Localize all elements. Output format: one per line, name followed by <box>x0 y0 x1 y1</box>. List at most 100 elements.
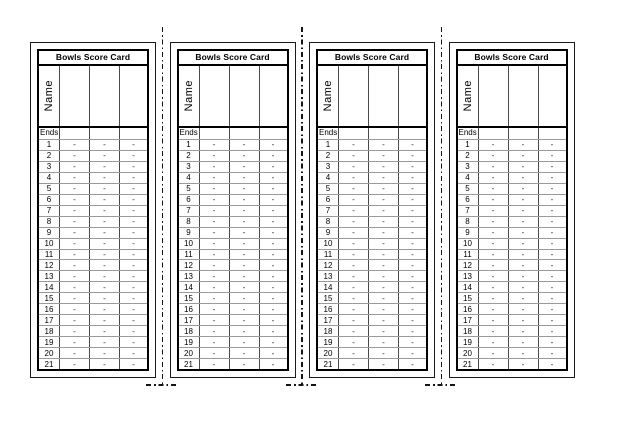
score-cell[interactable]: - <box>338 140 368 150</box>
score-cell[interactable]: - <box>119 227 147 238</box>
score-cell[interactable]: - <box>258 150 287 161</box>
score-cell[interactable]: - <box>338 348 368 359</box>
score-cell[interactable]: - <box>119 260 147 271</box>
score-cell[interactable]: - <box>228 205 259 216</box>
score-cell[interactable]: - <box>89 216 119 227</box>
score-cell[interactable]: - <box>507 161 538 172</box>
score-cell[interactable]: - <box>228 216 259 227</box>
score-cell[interactable]: - <box>537 293 566 304</box>
score-cell[interactable]: - <box>228 161 259 172</box>
score-cell[interactable]: - <box>119 216 147 227</box>
score-cell[interactable]: - <box>89 359 119 370</box>
score-cell[interactable]: - <box>338 205 368 216</box>
score-cell[interactable]: - <box>59 194 89 205</box>
score-cell[interactable]: - <box>89 326 119 337</box>
score-cell[interactable]: - <box>228 304 259 315</box>
score-cell[interactable]: - <box>398 359 426 370</box>
score-cell[interactable]: - <box>368 271 398 282</box>
score-cell[interactable]: - <box>477 227 508 238</box>
score-cell[interactable]: - <box>89 348 119 359</box>
score-cell[interactable]: - <box>368 150 398 161</box>
score-cell[interactable]: - <box>398 348 426 359</box>
score-cell[interactable]: - <box>368 205 398 216</box>
score-cell[interactable]: - <box>119 161 147 172</box>
score-cell[interactable]: - <box>338 282 368 293</box>
score-cell[interactable]: - <box>368 304 398 315</box>
score-cell[interactable]: - <box>477 150 508 161</box>
score-cell[interactable]: - <box>59 282 89 293</box>
score-cell[interactable]: - <box>398 260 426 271</box>
score-cell[interactable]: - <box>228 271 259 282</box>
score-cell[interactable]: - <box>198 183 229 194</box>
score-cell[interactable]: - <box>119 359 147 370</box>
score-cell[interactable]: - <box>119 194 147 205</box>
score-cell[interactable]: - <box>368 260 398 271</box>
score-cell[interactable]: - <box>228 140 259 150</box>
score-cell[interactable]: - <box>228 359 259 370</box>
score-cell[interactable]: - <box>89 304 119 315</box>
score-cell[interactable]: - <box>228 238 259 249</box>
score-cell[interactable]: - <box>507 205 538 216</box>
score-cell[interactable]: - <box>198 260 229 271</box>
score-cell[interactable]: - <box>477 205 508 216</box>
score-cell[interactable]: - <box>398 282 426 293</box>
score-cell[interactable]: - <box>338 194 368 205</box>
score-cell[interactable]: - <box>537 337 566 348</box>
score-cell[interactable]: - <box>198 282 229 293</box>
score-cell[interactable]: - <box>398 238 426 249</box>
score-cell[interactable]: - <box>507 304 538 315</box>
score-cell[interactable]: - <box>398 205 426 216</box>
score-cell[interactable]: - <box>59 140 89 150</box>
score-cell[interactable]: - <box>228 150 259 161</box>
score-cell[interactable]: - <box>258 205 287 216</box>
score-cell[interactable]: - <box>59 150 89 161</box>
score-cell[interactable]: - <box>338 172 368 183</box>
score-cell[interactable]: - <box>228 326 259 337</box>
player-name-cell[interactable] <box>89 66 119 126</box>
score-cell[interactable]: - <box>258 194 287 205</box>
player-name-cell[interactable] <box>368 66 398 126</box>
score-cell[interactable]: - <box>258 249 287 260</box>
score-cell[interactable]: - <box>59 227 89 238</box>
score-cell[interactable]: - <box>119 304 147 315</box>
score-cell[interactable]: - <box>368 238 398 249</box>
score-cell[interactable]: - <box>89 150 119 161</box>
score-cell[interactable]: - <box>398 183 426 194</box>
score-cell[interactable]: - <box>398 150 426 161</box>
player-name-cell[interactable] <box>507 66 538 126</box>
score-cell[interactable]: - <box>537 161 566 172</box>
score-cell[interactable]: - <box>398 194 426 205</box>
player-name-cell[interactable] <box>228 66 259 126</box>
score-cell[interactable]: - <box>338 315 368 326</box>
score-cell[interactable]: - <box>119 315 147 326</box>
score-cell[interactable]: - <box>398 293 426 304</box>
score-cell[interactable]: - <box>338 161 368 172</box>
score-cell[interactable]: - <box>228 315 259 326</box>
score-cell[interactable]: - <box>198 150 229 161</box>
score-cell[interactable]: - <box>507 227 538 238</box>
score-cell[interactable]: - <box>119 282 147 293</box>
score-cell[interactable]: - <box>258 238 287 249</box>
score-cell[interactable]: - <box>228 194 259 205</box>
player-name-cell[interactable] <box>537 66 566 126</box>
player-name-cell[interactable] <box>338 66 368 126</box>
score-cell[interactable]: - <box>59 359 89 370</box>
score-cell[interactable]: - <box>198 172 229 183</box>
score-cell[interactable]: - <box>338 260 368 271</box>
score-cell[interactable]: - <box>198 227 229 238</box>
score-cell[interactable]: - <box>398 337 426 348</box>
score-cell[interactable]: - <box>59 238 89 249</box>
score-cell[interactable]: - <box>119 337 147 348</box>
score-cell[interactable]: - <box>507 348 538 359</box>
score-cell[interactable]: - <box>338 227 368 238</box>
score-cell[interactable]: - <box>398 172 426 183</box>
score-cell[interactable]: - <box>198 249 229 260</box>
player-name-cell[interactable] <box>198 66 229 126</box>
score-cell[interactable]: - <box>258 172 287 183</box>
score-cell[interactable]: - <box>59 260 89 271</box>
score-cell[interactable]: - <box>89 293 119 304</box>
score-cell[interactable]: - <box>477 183 508 194</box>
score-cell[interactable]: - <box>507 238 538 249</box>
score-cell[interactable]: - <box>507 194 538 205</box>
score-cell[interactable]: - <box>368 140 398 150</box>
